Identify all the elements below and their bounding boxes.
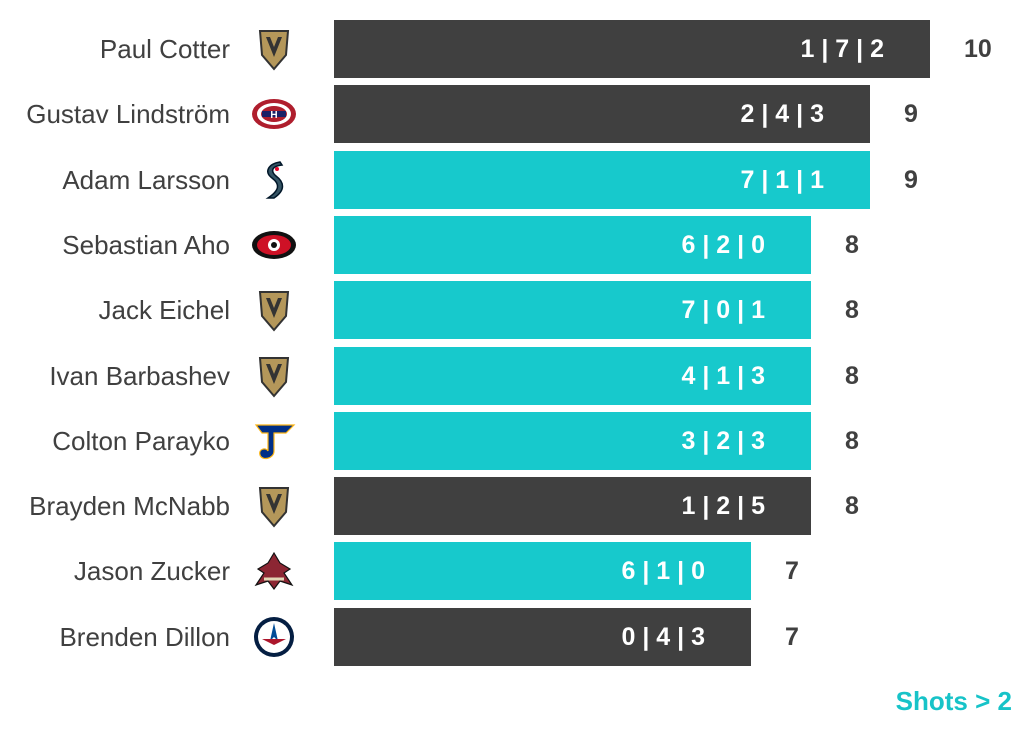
bar: [334, 477, 811, 536]
chart-row: Brenden Dillon 0 | 4 | 3 7: [0, 607, 1024, 666]
vegas-golden-knights-logo: [246, 287, 302, 333]
bar-total-label: 8: [845, 492, 859, 521]
bar: [334, 150, 870, 209]
vegas-golden-knights-logo: [246, 353, 302, 399]
seattle-kraken-logo: [246, 157, 302, 203]
bar-total-label: 8: [845, 296, 859, 325]
bar: [334, 215, 811, 274]
bar: [334, 20, 930, 78]
player-name-label: Colton Parayko: [52, 425, 230, 456]
bar-breakdown-label: 6 | 1 | 0: [621, 557, 705, 586]
player-name-label: Jack Eichel: [98, 295, 231, 326]
chart-row: Colton Parayko 3 | 2 | 3 8: [0, 411, 1024, 470]
bar-total-label: 8: [845, 230, 859, 259]
player-name-label: Gustav Lindström: [26, 99, 230, 130]
bar-total-label: 9: [904, 165, 918, 194]
bar-total-label: 9: [904, 100, 918, 129]
bar: [334, 411, 811, 470]
bar-breakdown-label: 7 | 0 | 1: [681, 296, 765, 325]
carolina-hurricanes-logo: [246, 222, 302, 268]
bar-total-label: 7: [785, 557, 799, 586]
bar-breakdown-label: 0 | 4 | 3: [621, 622, 705, 651]
chart-row: Sebastian Aho 6 | 2 | 0 8: [0, 215, 1024, 274]
vegas-golden-knights-logo: [246, 26, 302, 72]
bar: [334, 607, 751, 666]
chart-row: Brayden McNabb 1 | 2 | 5 8: [0, 477, 1024, 536]
player-name-label: Jason Zucker: [73, 556, 230, 587]
bar-total-label: 7: [785, 622, 799, 651]
chart-row: Adam Larsson 7 | 1 | 1 9: [0, 150, 1024, 209]
bar-breakdown-label: 6 | 2 | 0: [681, 230, 765, 259]
bar-breakdown-label: 1 | 2 | 5: [681, 492, 765, 521]
chart-row: Jack Eichel 7 | 0 | 1 8: [0, 281, 1024, 340]
chart-row: Gustav Lindström H 2 | 4 | 3 9: [0, 85, 1024, 144]
bar-total-label: 8: [845, 426, 859, 455]
chart-row: Paul Cotter 1 | 7 | 2 10: [0, 20, 1024, 78]
shots-threshold-note: Shots > 2: [895, 686, 1012, 716]
bar-breakdown-label: 3 | 2 | 3: [681, 426, 765, 455]
winnipeg-jets-logo: [246, 614, 302, 660]
player-name-label: Sebastian Aho: [62, 229, 230, 260]
bar: [334, 542, 751, 601]
svg-text:H: H: [270, 110, 277, 121]
bar-breakdown-label: 2 | 4 | 3: [740, 100, 824, 129]
player-name-label: Adam Larsson: [62, 164, 230, 195]
bar-breakdown-label: 7 | 1 | 1: [740, 165, 824, 194]
player-name-label: Paul Cotter: [99, 34, 230, 64]
arizona-coyotes-logo: [246, 548, 302, 594]
bar: [334, 346, 811, 405]
montreal-canadiens-logo: H: [246, 91, 302, 137]
player-name-label: Ivan Barbashev: [49, 360, 230, 391]
vegas-golden-knights-logo: [246, 483, 302, 529]
st-louis-blues-logo: [246, 418, 302, 464]
bar-total-label: 10: [964, 35, 992, 63]
bar: [334, 281, 811, 340]
chart-row: Ivan Barbashev 4 | 1 | 3 8: [0, 346, 1024, 405]
bar-breakdown-label: 1 | 7 | 2: [800, 35, 884, 63]
bar-breakdown-label: 4 | 1 | 3: [681, 361, 765, 390]
bar-total-label: 8: [845, 361, 859, 390]
player-name-label: Brayden McNabb: [29, 491, 230, 522]
bar: [334, 85, 870, 144]
chart-row: Jason Zucker 6 | 1 | 0 7: [0, 542, 1024, 601]
player-name-label: Brenden Dillon: [59, 621, 230, 652]
